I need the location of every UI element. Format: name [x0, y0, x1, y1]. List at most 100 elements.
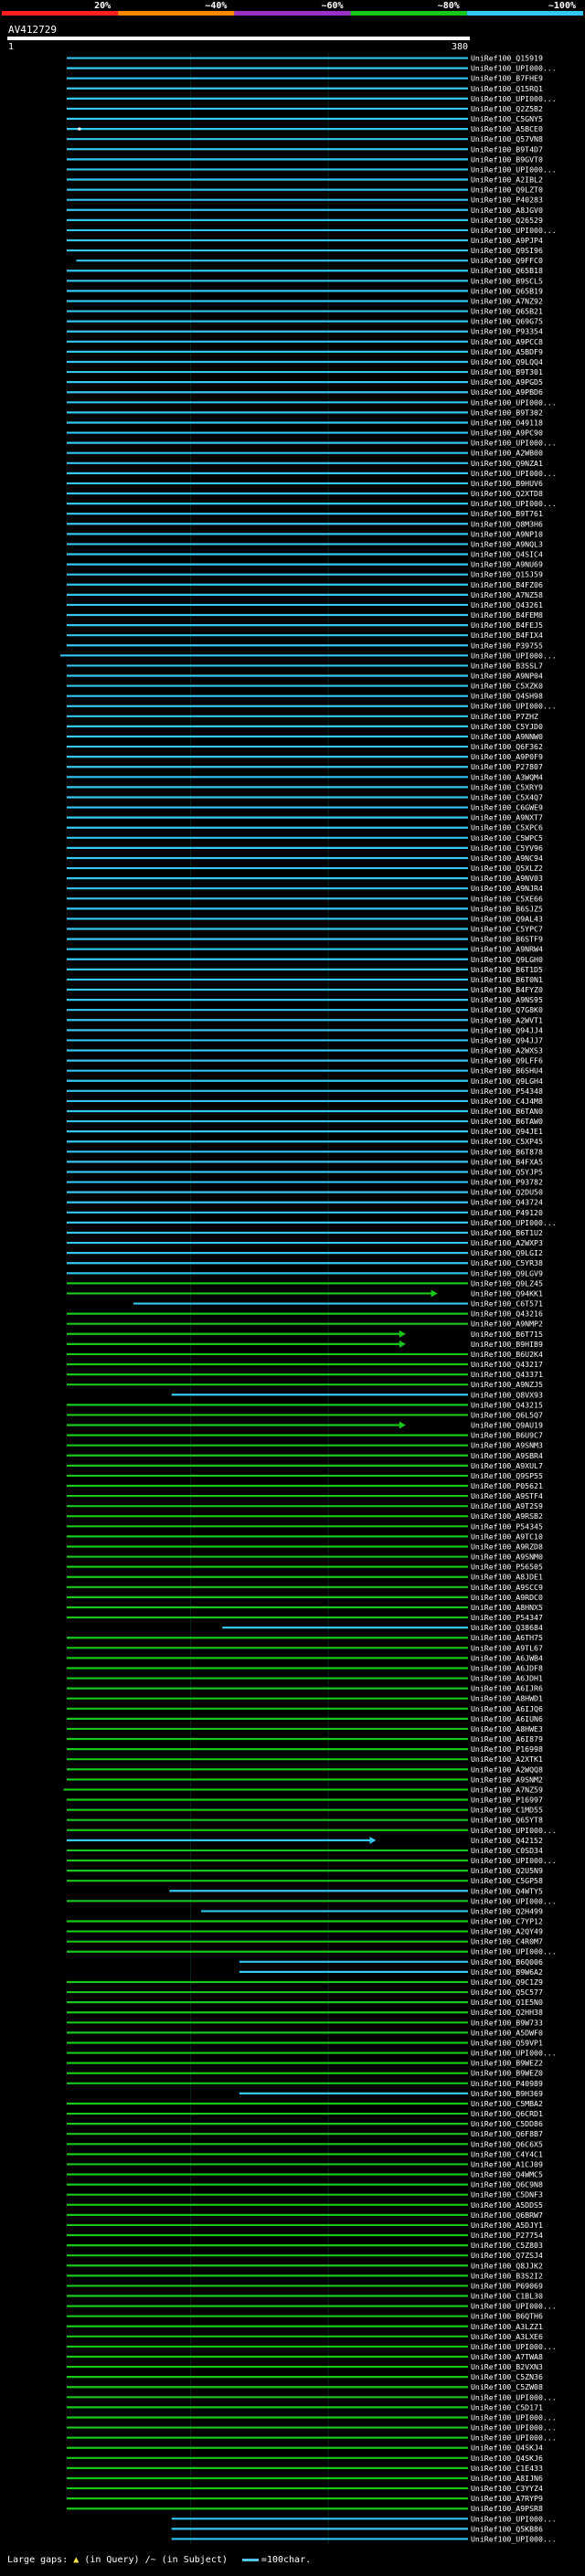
hit-row[interactable]: UniRef100_B9HUV6: [67, 479, 543, 488]
hit-row[interactable]: UniRef100_A1CJ09: [67, 2159, 543, 2168]
hit-row[interactable]: UniRef100_P54345: [67, 1521, 543, 1531]
hit-row[interactable]: UniRef100_Q65YT8: [67, 1816, 543, 1825]
hit-row[interactable]: UniRef100_A9TC10: [67, 1532, 543, 1541]
hit-label[interactable]: UniRef100_A2WQQ8: [471, 1765, 543, 1774]
hit-label[interactable]: UniRef100_A5DWF0: [471, 2028, 543, 2037]
hit-row[interactable]: UniRef100_B9W733: [67, 2018, 543, 2027]
hit-label[interactable]: UniRef100_Q94JJ4: [471, 1025, 543, 1034]
hit-row[interactable]: UniRef100_B9GVT0: [67, 154, 543, 164]
hit-label[interactable]: UniRef100_Q69G75: [471, 317, 543, 326]
hit-row[interactable]: UniRef100_C5DD86: [67, 2119, 543, 2128]
hit-label[interactable]: UniRef100_A9NRW4: [471, 945, 543, 954]
hit-label[interactable]: UniRef100_UPI000...: [471, 651, 557, 660]
hit-row[interactable]: UniRef100_Q4WMC5: [67, 2170, 543, 2179]
hit-label[interactable]: UniRef100_A7TWA8: [471, 2352, 543, 2361]
hit-row[interactable]: UniRef100_A9NS95: [67, 995, 543, 1004]
hit-label[interactable]: UniRef100_A3WQM4: [471, 772, 543, 781]
hit-label[interactable]: UniRef100_Q43371: [471, 1370, 543, 1379]
hit-row[interactable]: UniRef100_A6TH75: [67, 1633, 543, 1642]
hit-label[interactable]: UniRef100_A6IJQ6: [471, 1704, 543, 1713]
hit-row[interactable]: UniRef100_Q9AU19: [67, 1421, 543, 1430]
hit-label[interactable]: UniRef100_Q6C9N8: [471, 2180, 543, 2189]
hit-label[interactable]: UniRef100_B4FZ06: [471, 580, 543, 589]
hit-row[interactable]: UniRef100_P16998: [67, 1744, 543, 1754]
hit-label[interactable]: UniRef100_P16998: [471, 1744, 543, 1754]
hit-label[interactable]: UniRef100_A2QY49: [471, 1927, 543, 1936]
hit-row[interactable]: UniRef100_B4FEM8: [67, 610, 543, 620]
hit-row[interactable]: UniRef100_UPI000...: [171, 2514, 557, 2523]
hit-label[interactable]: UniRef100_C5ZW08: [471, 2382, 543, 2391]
hit-row[interactable]: UniRef100_A5BCE0: [67, 124, 543, 133]
hit-label[interactable]: UniRef100_A2WVT1: [471, 1015, 543, 1024]
hit-row[interactable]: UniRef100_Q43724: [67, 1198, 543, 1207]
hit-label[interactable]: UniRef100_UPI000...: [471, 1856, 557, 1865]
hit-label[interactable]: UniRef100_P40283: [471, 196, 543, 205]
hit-row[interactable]: UniRef100_A7TWA8: [67, 2352, 543, 2361]
hit-row[interactable]: UniRef100_B9W6A2: [239, 1967, 543, 1977]
hit-label[interactable]: UniRef100_UPI000...: [471, 2049, 557, 2058]
hit-label[interactable]: UniRef100_B6T878: [471, 1147, 543, 1156]
hit-row[interactable]: UniRef100_A6JDF8: [67, 1663, 543, 1672]
hit-label[interactable]: UniRef100_Q4SH98: [471, 692, 543, 701]
hit-label[interactable]: UniRef100_A9NV03: [471, 874, 543, 883]
hit-label[interactable]: UniRef100_C5X4Q7: [471, 792, 543, 801]
hit-row[interactable]: UniRef100_B9T4D7: [67, 144, 543, 154]
hit-row[interactable]: UniRef100_A6IJR6: [67, 1684, 543, 1693]
hit-row[interactable]: UniRef100_Q9SI96: [67, 246, 543, 255]
hit-row[interactable]: UniRef100_A9NMP2: [67, 1320, 543, 1329]
hit-row[interactable]: UniRef100_B2VXN3: [67, 2362, 543, 2371]
hit-row[interactable]: UniRef100_A9RDC0: [67, 1593, 543, 1602]
hit-label[interactable]: UniRef100_Q26529: [471, 216, 543, 225]
hit-label[interactable]: UniRef100_Q43217: [471, 1360, 543, 1369]
hit-label[interactable]: UniRef100_A8HWD1: [471, 1694, 543, 1703]
hit-label[interactable]: UniRef100_A9SBR4: [471, 1451, 543, 1460]
hit-row[interactable]: UniRef100_A5DWF0: [67, 2028, 543, 2037]
hit-row[interactable]: UniRef100_A9PGD5: [67, 377, 543, 387]
hit-label[interactable]: UniRef100_Q59VP1: [471, 2038, 543, 2047]
hit-label[interactable]: UniRef100_A1CJ09: [471, 2159, 543, 2168]
hit-label[interactable]: UniRef100_A9NP04: [471, 672, 543, 681]
hit-label[interactable]: UniRef100_Q9LFF6: [471, 1056, 543, 1065]
hit-row[interactable]: UniRef100_A2IBL2: [67, 175, 543, 185]
hit-row[interactable]: UniRef100_C5ZW08: [67, 2382, 543, 2391]
hit-row[interactable]: UniRef100_Q65B21: [67, 307, 543, 316]
hit-label[interactable]: UniRef100_C4R0M7: [471, 1937, 543, 1946]
hit-row[interactable]: UniRef100_Q9LGV9: [67, 1268, 543, 1277]
hit-label[interactable]: UniRef100_A8JGV0: [471, 206, 543, 215]
hit-label[interactable]: UniRef100_Q9LQQ4: [471, 357, 543, 366]
hit-row[interactable]: UniRef100_B9T301: [67, 367, 543, 376]
hit-row[interactable]: UniRef100_B9H369: [239, 2089, 543, 2098]
hit-label[interactable]: UniRef100_B6U9C7: [471, 1431, 543, 1440]
hit-row[interactable]: UniRef100_A6IJQ6: [67, 1704, 543, 1713]
hit-label[interactable]: UniRef100_Q42152: [471, 1836, 543, 1845]
hit-row[interactable]: UniRef100_C5ZN36: [67, 2372, 543, 2381]
hit-row[interactable]: UniRef100_C4R0M7: [67, 1937, 543, 1946]
hit-label[interactable]: UniRef100_P54345: [471, 1521, 543, 1531]
hit-row[interactable]: UniRef100_C5YR38: [67, 1258, 543, 1267]
hit-row[interactable]: UniRef100_UPI000...: [67, 499, 557, 508]
hit-label[interactable]: UniRef100_P27807: [471, 762, 543, 771]
hit-label[interactable]: UniRef100_Q2HH38: [471, 2008, 543, 2017]
hit-label[interactable]: UniRef100_B3S2I2: [471, 2271, 543, 2280]
hit-row[interactable]: UniRef100_P7ZHZ: [67, 712, 538, 721]
hit-row[interactable]: UniRef100_Q6C6X5: [67, 2139, 543, 2148]
hit-label[interactable]: UniRef100_B4FYZ0: [471, 985, 543, 994]
hit-label[interactable]: UniRef100_Q43724: [471, 1198, 543, 1207]
hit-row[interactable]: UniRef100_C5XP45: [67, 1137, 543, 1146]
hit-row[interactable]: UniRef100_UPI000...: [67, 226, 557, 235]
hit-label[interactable]: UniRef100_B4FIX4: [471, 631, 543, 640]
hit-row[interactable]: UniRef100_Q7G8K0: [67, 1005, 543, 1014]
hit-label[interactable]: UniRef100_A5DDS5: [471, 2200, 543, 2210]
hit-label[interactable]: UniRef100_Q5XLZ2: [471, 864, 543, 873]
hit-label[interactable]: UniRef100_A9PGD5: [471, 377, 543, 387]
hit-row[interactable]: UniRef100_A2WB00: [67, 449, 543, 458]
hit-row[interactable]: UniRef100_P49120: [67, 1208, 543, 1217]
hit-row[interactable]: UniRef100_A9NP04: [67, 672, 543, 681]
hit-label[interactable]: UniRef100_A7RYP9: [471, 2494, 543, 2503]
hit-row[interactable]: UniRef100_C5WPC5: [67, 833, 543, 843]
hit-label[interactable]: UniRef100_Q9LZT0: [471, 186, 543, 195]
hit-row[interactable]: UniRef100_A3LZZ1: [67, 2322, 543, 2331]
hit-label[interactable]: UniRef100_Q5KB86: [471, 2524, 543, 2533]
hit-label[interactable]: UniRef100_Q9SP55: [471, 1471, 543, 1480]
hit-row[interactable]: UniRef100_Q9LGH4: [67, 1076, 543, 1086]
